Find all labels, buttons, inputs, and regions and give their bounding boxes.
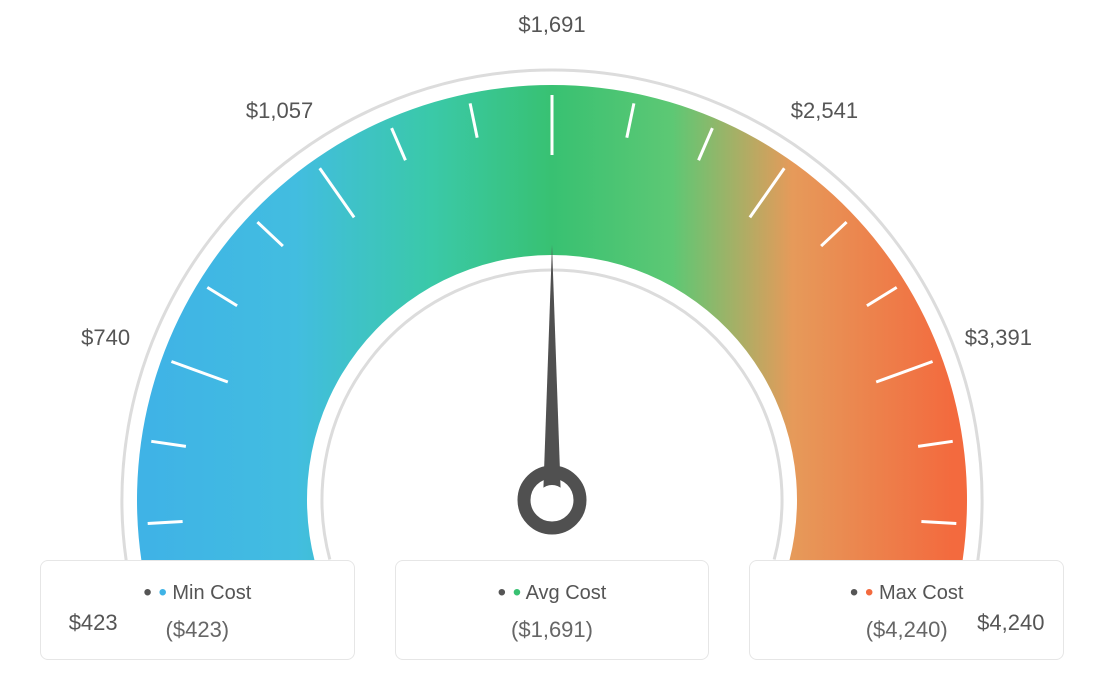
legend-box-avg: • Avg Cost ($1,691) bbox=[395, 560, 710, 660]
gauge-svg bbox=[0, 0, 1104, 560]
legend-value-avg: ($1,691) bbox=[406, 617, 699, 643]
scale-label: $4,240 bbox=[977, 610, 1044, 636]
legend-title-avg: • Avg Cost bbox=[406, 579, 699, 607]
scale-label: $423 bbox=[69, 610, 118, 636]
scale-label: $3,391 bbox=[965, 325, 1032, 351]
legend-title-max: • Max Cost bbox=[760, 579, 1053, 607]
legend: • Min Cost ($423) • Avg Cost ($1,691) • … bbox=[0, 560, 1104, 660]
scale-label: $1,057 bbox=[246, 98, 313, 124]
gauge-chart: $423$740$1,057$1,691$2,541$3,391$4,240 bbox=[0, 0, 1104, 560]
scale-label: $740 bbox=[81, 325, 130, 351]
scale-label: $2,541 bbox=[791, 98, 858, 124]
scale-label: $1,691 bbox=[518, 12, 585, 38]
gauge-needle bbox=[524, 245, 580, 528]
legend-title-min: • Min Cost bbox=[51, 579, 344, 607]
